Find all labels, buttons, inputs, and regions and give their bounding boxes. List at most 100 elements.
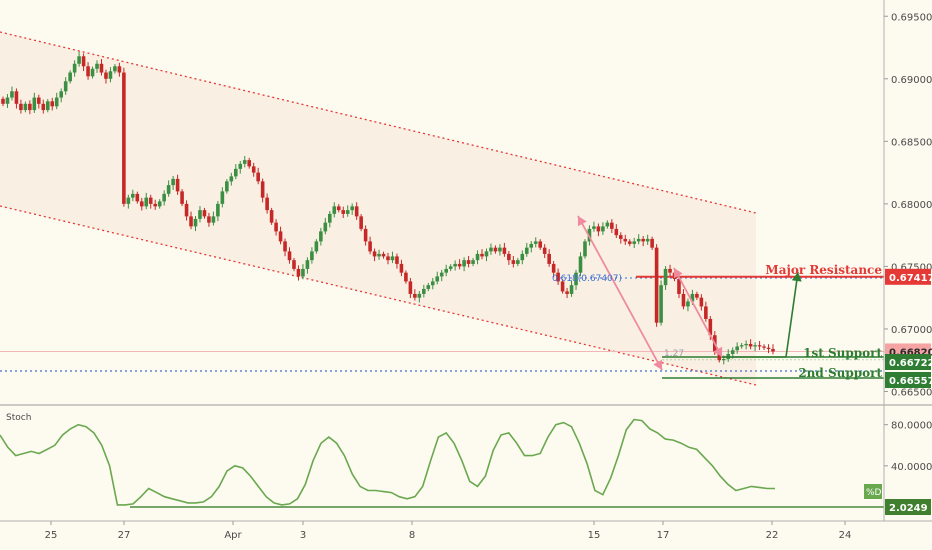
candle bbox=[166, 180, 171, 197]
x-tick-label: 24 bbox=[839, 530, 852, 541]
candle bbox=[28, 100, 32, 115]
candle-body bbox=[50, 101, 55, 107]
x-tick-label: 25 bbox=[45, 530, 58, 541]
price-tick-label: 0.67000 bbox=[891, 325, 932, 336]
candle bbox=[144, 192, 149, 210]
candle-body bbox=[68, 72, 72, 82]
candle-body bbox=[310, 251, 314, 261]
x-tick-label: 22 bbox=[766, 530, 779, 541]
candle bbox=[771, 344, 775, 355]
candle-body bbox=[538, 241, 543, 248]
candle-body bbox=[601, 226, 605, 232]
candle-body bbox=[408, 281, 413, 294]
candles bbox=[1, 51, 775, 365]
candle bbox=[444, 264, 448, 277]
candle bbox=[45, 99, 50, 113]
candle-body bbox=[435, 276, 440, 282]
candle-body bbox=[216, 203, 220, 217]
candle-body bbox=[41, 103, 46, 111]
candle-body bbox=[390, 256, 395, 261]
candle-body bbox=[28, 103, 32, 111]
candle bbox=[328, 211, 332, 228]
candle-body bbox=[771, 348, 775, 352]
candle bbox=[744, 340, 748, 350]
candle bbox=[704, 301, 708, 322]
candle bbox=[345, 205, 350, 217]
stoch-title: Stoch bbox=[6, 413, 31, 423]
candle-body bbox=[117, 66, 122, 73]
candle-body bbox=[86, 66, 90, 77]
candle bbox=[542, 244, 547, 259]
candle-body bbox=[166, 185, 171, 194]
candle-body bbox=[198, 210, 202, 219]
candle bbox=[32, 92, 37, 113]
candle bbox=[310, 247, 314, 264]
candle-body bbox=[439, 272, 444, 277]
candle bbox=[41, 99, 46, 114]
candle bbox=[220, 187, 225, 208]
candle-body bbox=[287, 251, 292, 261]
candle-body bbox=[350, 206, 354, 211]
candle bbox=[636, 234, 641, 245]
candle-body bbox=[493, 247, 498, 252]
second-support-price-tag-text: 0.66557 bbox=[889, 376, 932, 387]
candle bbox=[90, 66, 95, 79]
candle bbox=[363, 225, 368, 246]
stoch-d-badge-box bbox=[864, 484, 882, 499]
x-tick-label: 15 bbox=[588, 530, 601, 541]
candle-body bbox=[108, 71, 113, 79]
candle-body bbox=[730, 350, 735, 354]
candle-body bbox=[122, 72, 126, 204]
candle bbox=[207, 212, 211, 227]
candle bbox=[601, 222, 605, 235]
candle-body bbox=[305, 260, 310, 269]
candle-body bbox=[207, 216, 211, 223]
candle-body bbox=[153, 203, 158, 207]
candle-body bbox=[260, 181, 265, 198]
candle bbox=[260, 178, 265, 203]
candle-body bbox=[735, 346, 739, 351]
candle-body bbox=[81, 56, 86, 67]
candle bbox=[372, 248, 377, 262]
candle-body bbox=[475, 253, 480, 261]
candle-body bbox=[229, 176, 234, 182]
candle bbox=[305, 257, 310, 274]
candle-body bbox=[417, 293, 422, 298]
candle bbox=[381, 251, 386, 259]
candle-body bbox=[395, 256, 399, 264]
candle-body bbox=[757, 345, 762, 347]
candle bbox=[668, 264, 672, 277]
candle bbox=[247, 157, 252, 169]
stoch-pane: Stoch %D bbox=[0, 406, 884, 521]
candle bbox=[654, 244, 659, 327]
candle bbox=[148, 194, 153, 209]
candle-body bbox=[426, 285, 431, 289]
candle-body bbox=[157, 201, 162, 207]
candle bbox=[265, 193, 269, 214]
candle bbox=[569, 280, 574, 297]
candle bbox=[462, 257, 466, 272]
candle bbox=[63, 77, 68, 95]
candle-body bbox=[242, 160, 247, 164]
candle bbox=[457, 259, 462, 270]
candle-body bbox=[551, 263, 556, 273]
candle bbox=[229, 172, 234, 186]
candle bbox=[180, 189, 184, 207]
candle bbox=[663, 266, 668, 290]
candle-body bbox=[220, 191, 225, 204]
candle bbox=[408, 277, 413, 299]
candle-body bbox=[484, 251, 489, 257]
candle-body bbox=[659, 285, 663, 323]
candle-body bbox=[144, 197, 149, 207]
candle-body bbox=[556, 272, 560, 282]
candle-body bbox=[721, 358, 726, 361]
candle bbox=[122, 67, 126, 207]
candle-body bbox=[699, 297, 704, 307]
candle-body bbox=[507, 253, 511, 261]
candle bbox=[135, 191, 140, 204]
candle bbox=[739, 342, 744, 349]
candle bbox=[274, 219, 278, 236]
candle-body bbox=[641, 238, 645, 242]
candle bbox=[748, 339, 753, 350]
